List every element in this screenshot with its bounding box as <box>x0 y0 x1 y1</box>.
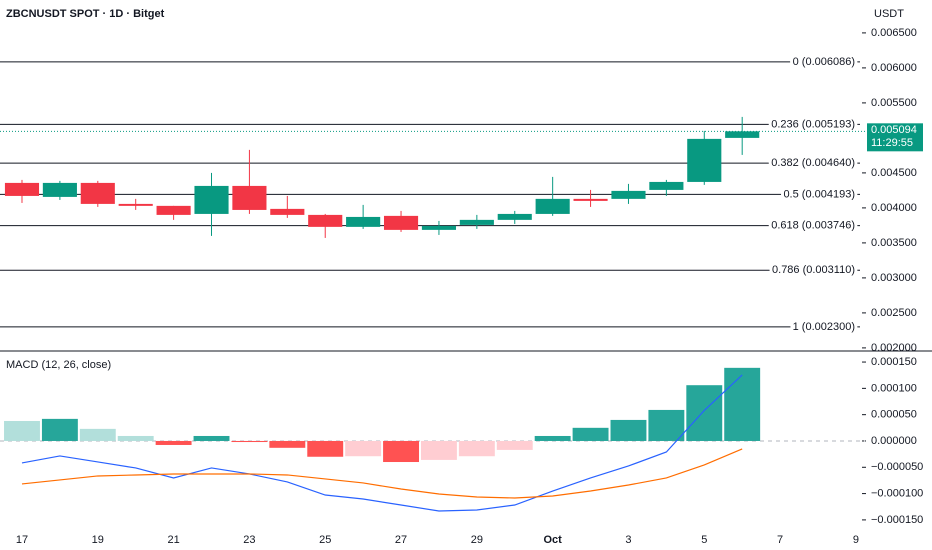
x-tick-label: 7 <box>777 534 783 546</box>
candle-body <box>156 205 191 215</box>
histogram-bar <box>686 385 723 441</box>
x-tick-label: 25 <box>319 534 331 546</box>
x-tick-label: 3 <box>625 534 631 546</box>
signal-line <box>21 448 743 499</box>
y-tick-label: 0.002000 <box>871 342 917 354</box>
y-tick-label: 0.005500 <box>871 97 917 109</box>
candle-body <box>497 213 532 220</box>
candle-body <box>194 185 229 214</box>
x-tick-label: 27 <box>395 534 407 546</box>
countdown-label: 11:29:55 <box>871 137 913 149</box>
y-tick-label: 0.002500 <box>871 307 917 319</box>
candle-body <box>573 198 608 201</box>
axis-unit: USDT <box>874 8 904 20</box>
candle-body <box>459 219 494 225</box>
histogram-bar <box>648 409 685 441</box>
fib-label: 0.236 (0.005193) <box>771 118 855 130</box>
histogram-bar <box>269 440 306 448</box>
y-tick-label: 0.003500 <box>871 237 917 249</box>
histogram-bar <box>458 440 495 457</box>
histogram-bar <box>420 440 457 460</box>
y-tick-label: 0.003000 <box>871 272 917 284</box>
fib-label: 1 (0.002300) <box>793 321 855 333</box>
candle-body <box>649 181 684 190</box>
y-tick-label: 0.006500 <box>871 27 917 39</box>
candle-body <box>80 182 115 204</box>
x-tick-label: 19 <box>92 534 104 546</box>
y-tick-label: 0.006000 <box>871 62 917 74</box>
candle-body <box>687 138 722 182</box>
histogram-bar <box>117 435 154 441</box>
histogram-bar <box>41 418 78 441</box>
fib-label: 0.786 (0.003110) <box>772 264 855 276</box>
candle-body <box>535 198 570 214</box>
indicator-title: MACD (12, 26, close) <box>6 359 111 371</box>
candle-body <box>4 182 40 196</box>
y-tick-label: 0.000150 <box>871 356 917 368</box>
x-tick-label: 17 <box>16 534 28 546</box>
x-tick-label: 29 <box>471 534 483 546</box>
last-price-box <box>867 123 923 152</box>
chart-title: ZBCNUSDT SPOT · 1D · Bitget <box>6 8 165 20</box>
histogram-bar <box>724 367 761 441</box>
fib-label: 0.382 (0.004640) <box>771 157 855 169</box>
fib-label: 0.5 (0.004193) <box>783 188 855 200</box>
candle-body <box>42 182 77 197</box>
candle-body <box>232 185 267 210</box>
candle-body <box>308 214 343 227</box>
x-tick-label: 23 <box>243 534 255 546</box>
candle-body <box>421 225 457 230</box>
candle-body <box>725 131 760 138</box>
histogram-bar <box>231 440 268 443</box>
y-tick-label: 0.000050 <box>871 409 917 421</box>
y-tick-label: 0.000100 <box>871 382 917 394</box>
y-tick-label: 0.000000 <box>871 435 917 447</box>
histogram-bar <box>496 440 533 450</box>
histogram-bar <box>383 440 419 463</box>
histogram-bar <box>534 435 571 441</box>
y-tick-label: −0.000100 <box>871 487 923 499</box>
candle-body <box>118 203 153 206</box>
fib-label: 0 (0.006086) <box>793 56 855 68</box>
histogram-bar <box>79 428 116 441</box>
histogram-bar <box>193 435 230 441</box>
x-tick-label: 5 <box>701 534 707 546</box>
candle-body <box>383 215 419 230</box>
histogram-bar <box>4 420 40 441</box>
x-tick-label: 9 <box>853 534 859 546</box>
fib-label: 0.618 (0.003746) <box>771 220 855 232</box>
x-tick-label: 21 <box>167 534 179 546</box>
y-tick-label: −0.000150 <box>871 514 923 526</box>
last-price-label: 0.005094 <box>871 124 917 136</box>
y-tick-label: 0.004500 <box>871 167 917 179</box>
histogram-bar <box>572 427 609 441</box>
candle-body <box>611 190 646 199</box>
candle-body <box>270 208 305 215</box>
histogram-bar <box>345 440 382 457</box>
y-tick-label: −0.000050 <box>871 461 923 473</box>
histogram-bar <box>610 419 647 441</box>
histogram-bar <box>307 440 344 457</box>
x-tick-label: Oct <box>543 534 562 546</box>
y-tick-label: 0.004000 <box>871 202 917 214</box>
macd-line <box>21 374 743 512</box>
histogram-bar <box>155 440 192 445</box>
candle-body <box>346 216 381 227</box>
